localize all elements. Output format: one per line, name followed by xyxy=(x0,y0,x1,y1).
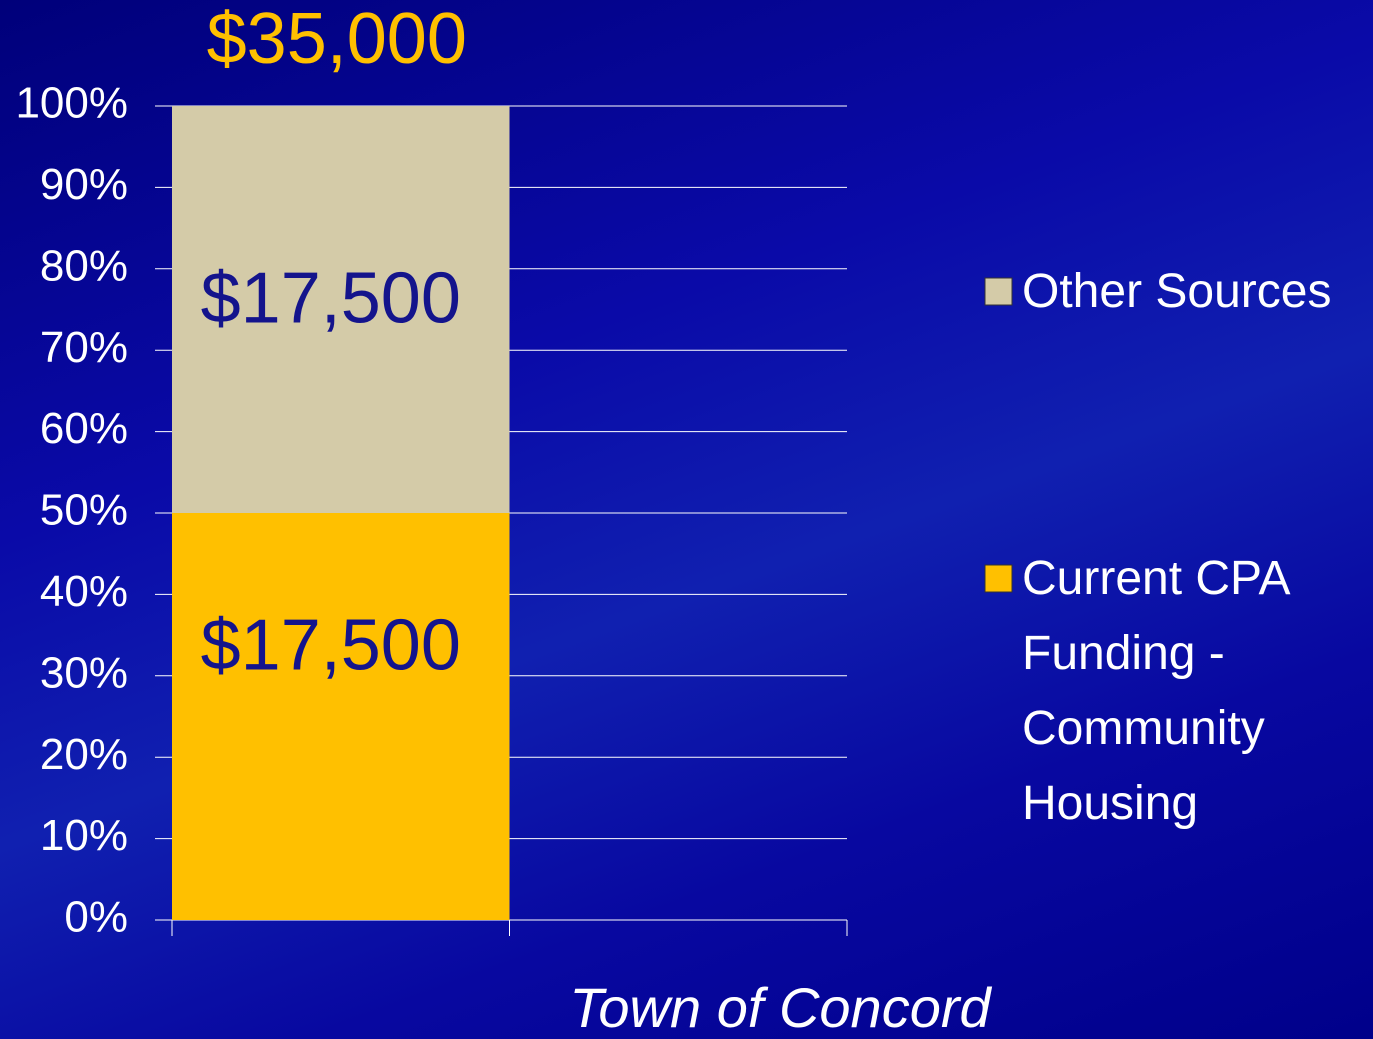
y-tick-label: 100% xyxy=(15,79,128,128)
legend-swatch xyxy=(984,277,1013,306)
y-tick-label: 80% xyxy=(40,241,128,290)
total-label: $35,000 xyxy=(207,0,467,79)
y-tick-label: 90% xyxy=(40,160,128,209)
legend-label: Current CPA Funding - Community Housing xyxy=(1022,552,1288,830)
bar-segment xyxy=(172,513,510,920)
y-tick-label: 0% xyxy=(64,893,128,942)
legend-swatch xyxy=(984,564,1013,593)
y-tick-label: 20% xyxy=(40,730,128,779)
y-tick-label: 40% xyxy=(40,567,128,616)
y-tick-label: 30% xyxy=(40,648,128,697)
data-label: $17,500 xyxy=(201,606,461,686)
x-axis-label: Town of Concord xyxy=(569,976,992,1039)
data-label: $17,500 xyxy=(201,259,461,339)
y-tick-label: 10% xyxy=(40,811,128,860)
y-tick-label: 60% xyxy=(40,404,128,453)
legend-label: Other Sources xyxy=(1022,265,1332,318)
y-tick-label: 70% xyxy=(40,323,128,372)
bar-segment xyxy=(172,106,510,513)
y-tick-label: 50% xyxy=(40,486,128,535)
